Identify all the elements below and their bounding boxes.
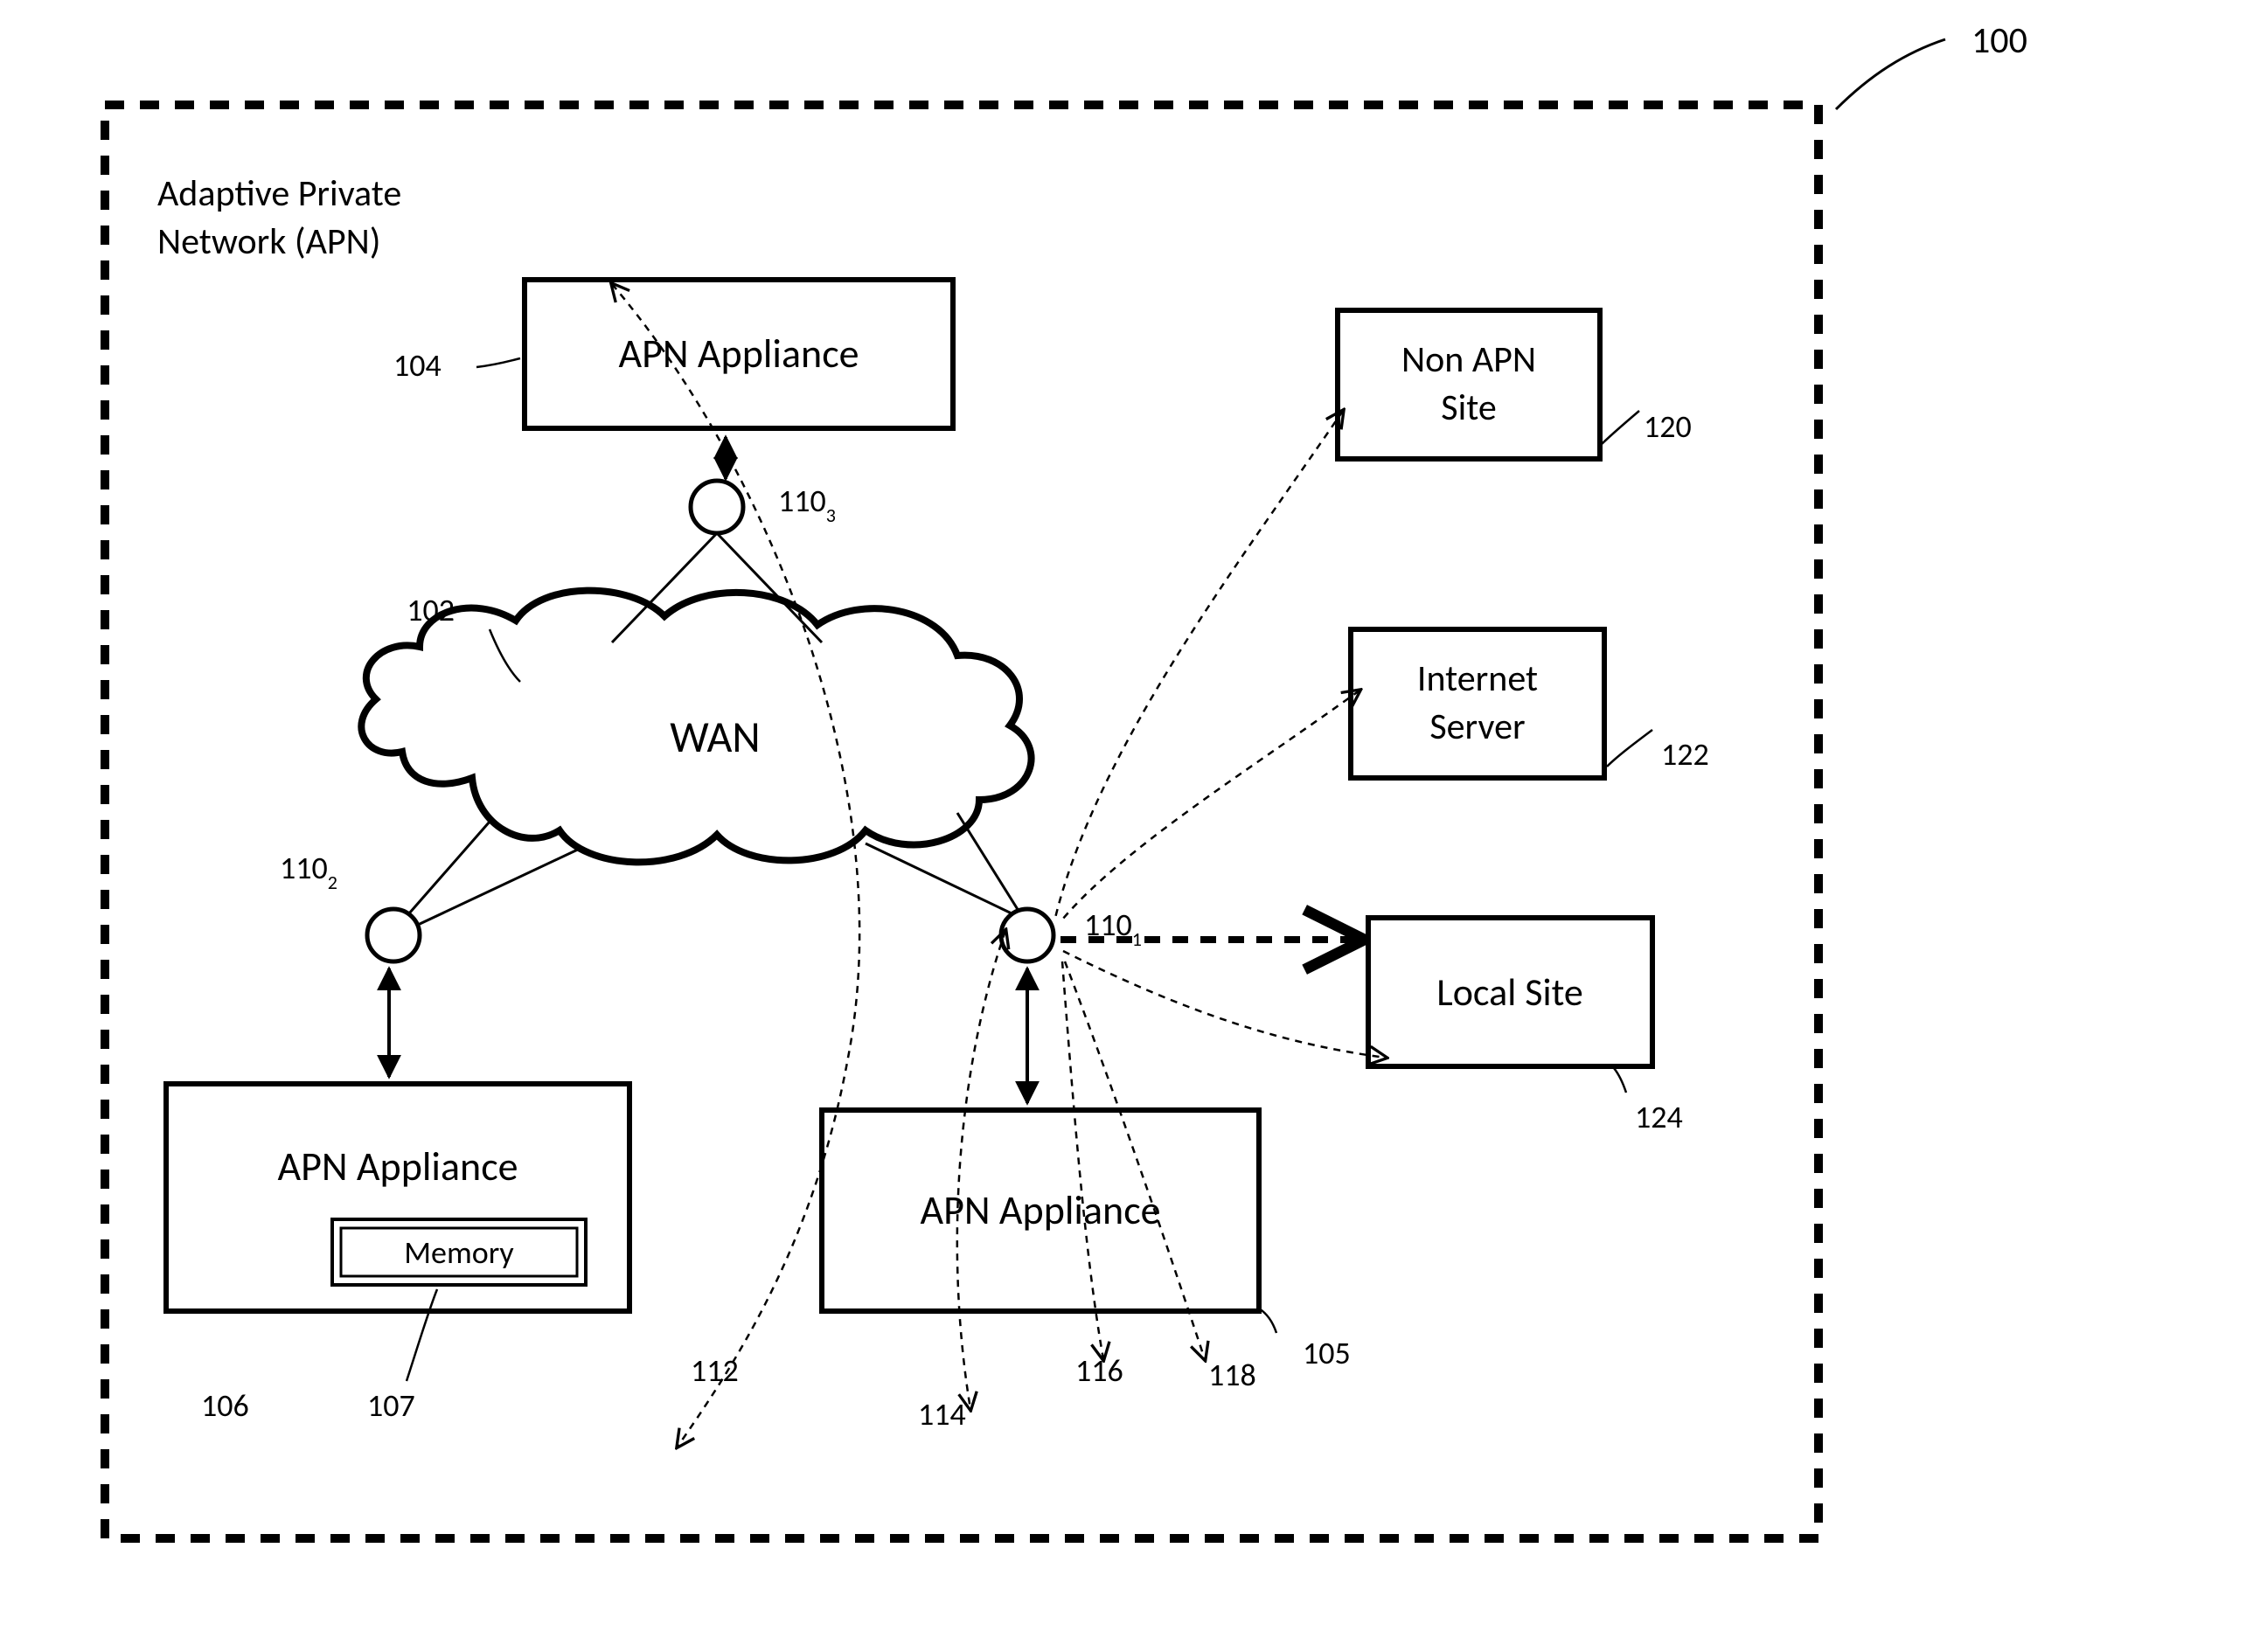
- router1-link-a: [866, 843, 1012, 913]
- ref-114: 114: [918, 1395, 966, 1433]
- ref-105: 105: [1303, 1334, 1351, 1372]
- router-1: [1001, 909, 1054, 961]
- router2-link-a: [409, 822, 490, 913]
- apn-106-label: APN Appliance: [277, 1142, 518, 1191]
- router-3: [691, 481, 743, 533]
- non-apn-site: [1338, 310, 1600, 459]
- ref-112: 112: [691, 1351, 739, 1390]
- title-line1: Adaptive Private: [157, 171, 401, 216]
- local-site-label: Local Site: [1436, 968, 1583, 1016]
- non-apn-label-1: Non APN: [1401, 337, 1536, 382]
- ref-102: 102: [407, 591, 455, 629]
- dashed-to-local: [1063, 951, 1386, 1058]
- non-apn-label-2: Site: [1441, 385, 1496, 430]
- ref-120: 120: [1644, 407, 1692, 446]
- ref-104: 104: [393, 346, 442, 385]
- figure-id: 100: [1971, 18, 2027, 63]
- ref-118: 118: [1208, 1356, 1256, 1394]
- ref-110-2: 1102: [280, 849, 337, 894]
- router-2: [367, 909, 420, 961]
- internet-server: [1351, 629, 1604, 778]
- ref-122: 122: [1661, 735, 1709, 774]
- dashed-118-upper: [1062, 691, 1359, 920]
- ref-124: 124: [1635, 1098, 1683, 1136]
- ref-110-3: 1103: [778, 482, 836, 527]
- leader-120: [1600, 411, 1639, 446]
- leader-122: [1607, 730, 1652, 767]
- title-line2: Network (APN): [157, 219, 380, 264]
- leader-100: [1836, 39, 1945, 109]
- internet-server-label-2: Server: [1429, 705, 1525, 749]
- dashed-116-upper: [1055, 411, 1343, 918]
- leader-104: [476, 358, 520, 367]
- leader-124: [1614, 1068, 1626, 1093]
- internet-server-label-1: Internet: [1417, 656, 1538, 701]
- router1-link-b: [957, 813, 1019, 911]
- ref-107: 107: [367, 1386, 415, 1425]
- memory-label: Memory: [404, 1233, 514, 1272]
- router2-link-b: [418, 848, 581, 925]
- ref-116: 116: [1075, 1351, 1123, 1390]
- ref-106: 106: [201, 1386, 249, 1425]
- ref-110-1: 1101: [1084, 906, 1142, 951]
- wan-label: WAN: [670, 711, 760, 764]
